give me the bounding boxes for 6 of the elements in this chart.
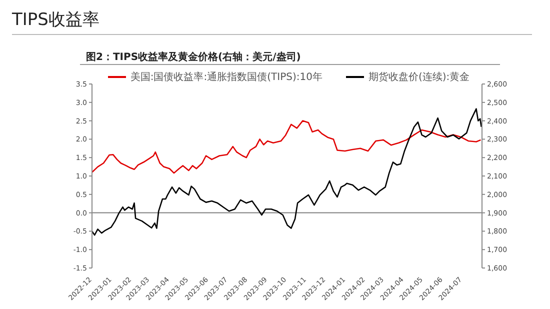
chart-subtitle: 图2：TIPS收益率及黄金价格(右轴：美元/盎司): [86, 50, 301, 64]
legend-label: 期货收盘价(连续):黄金: [368, 70, 470, 84]
line-series: [92, 108, 482, 236]
legend-label: 美国:国债收益率:通胀指数国债(TIPS):10年: [130, 70, 322, 84]
chart-title: TIPS收益率: [12, 9, 100, 31]
line-series: [92, 120, 482, 174]
